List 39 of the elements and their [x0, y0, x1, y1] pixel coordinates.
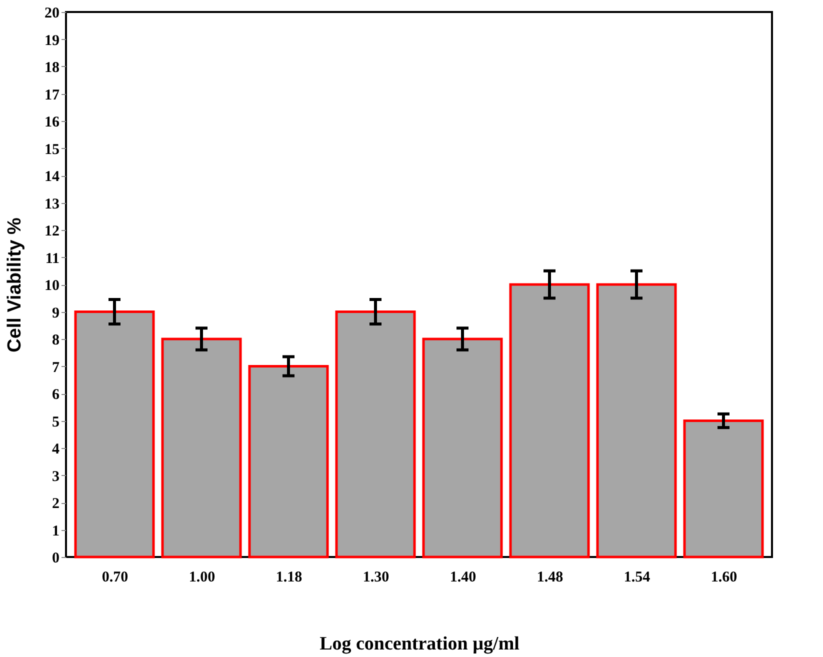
y-tick-label: 6: [52, 387, 60, 403]
y-tick-label: 7: [52, 360, 60, 376]
y-tick-label: 16: [44, 114, 60, 130]
y-tick-label: 0: [52, 550, 60, 566]
bar: [509, 283, 590, 558]
x-tick-label: 1.48: [536, 570, 564, 586]
y-tick-label: 2: [52, 496, 60, 512]
y-tick-label: 18: [44, 60, 60, 76]
y-tick-label: 9: [52, 305, 60, 322]
y-tick-label: 13: [44, 196, 60, 212]
y-axis-title: Cell Viability %: [4, 217, 26, 352]
x-tick-label: 1.40: [450, 570, 476, 586]
bar: [335, 310, 416, 558]
bar: [74, 310, 155, 558]
bar: [422, 338, 503, 558]
x-tick-label: 1.00: [188, 570, 216, 586]
y-tick-label: 12: [44, 224, 60, 240]
y-tick-label: 19: [44, 32, 60, 49]
bar: [248, 365, 329, 558]
x-axis-title: Log concentration µg/ml: [320, 634, 520, 654]
bar: [683, 420, 764, 558]
y-tick-label: 10: [44, 278, 60, 294]
y-tick-label: 1: [52, 523, 60, 540]
y-tick-label: 15: [44, 142, 60, 158]
bar: [161, 338, 242, 558]
x-tick-label: 1.30: [362, 570, 390, 586]
bar: [596, 283, 677, 558]
x-tick-label: 1.60: [710, 570, 738, 586]
y-tick-label: 14: [44, 169, 60, 185]
x-tick-label: 0.70: [102, 570, 128, 586]
y-tick-label: 17: [44, 87, 60, 104]
y-tick-label: 20: [44, 6, 60, 22]
y-tick-label: 11: [45, 250, 60, 267]
y-tick-label: 3: [52, 468, 60, 485]
y-tick-label: 5: [52, 414, 60, 430]
y-tick-label: 8: [52, 332, 60, 348]
x-tick-label: 1.18: [276, 570, 302, 586]
y-tick-label: 4: [52, 442, 60, 458]
x-tick-label: 1.54: [624, 570, 651, 586]
